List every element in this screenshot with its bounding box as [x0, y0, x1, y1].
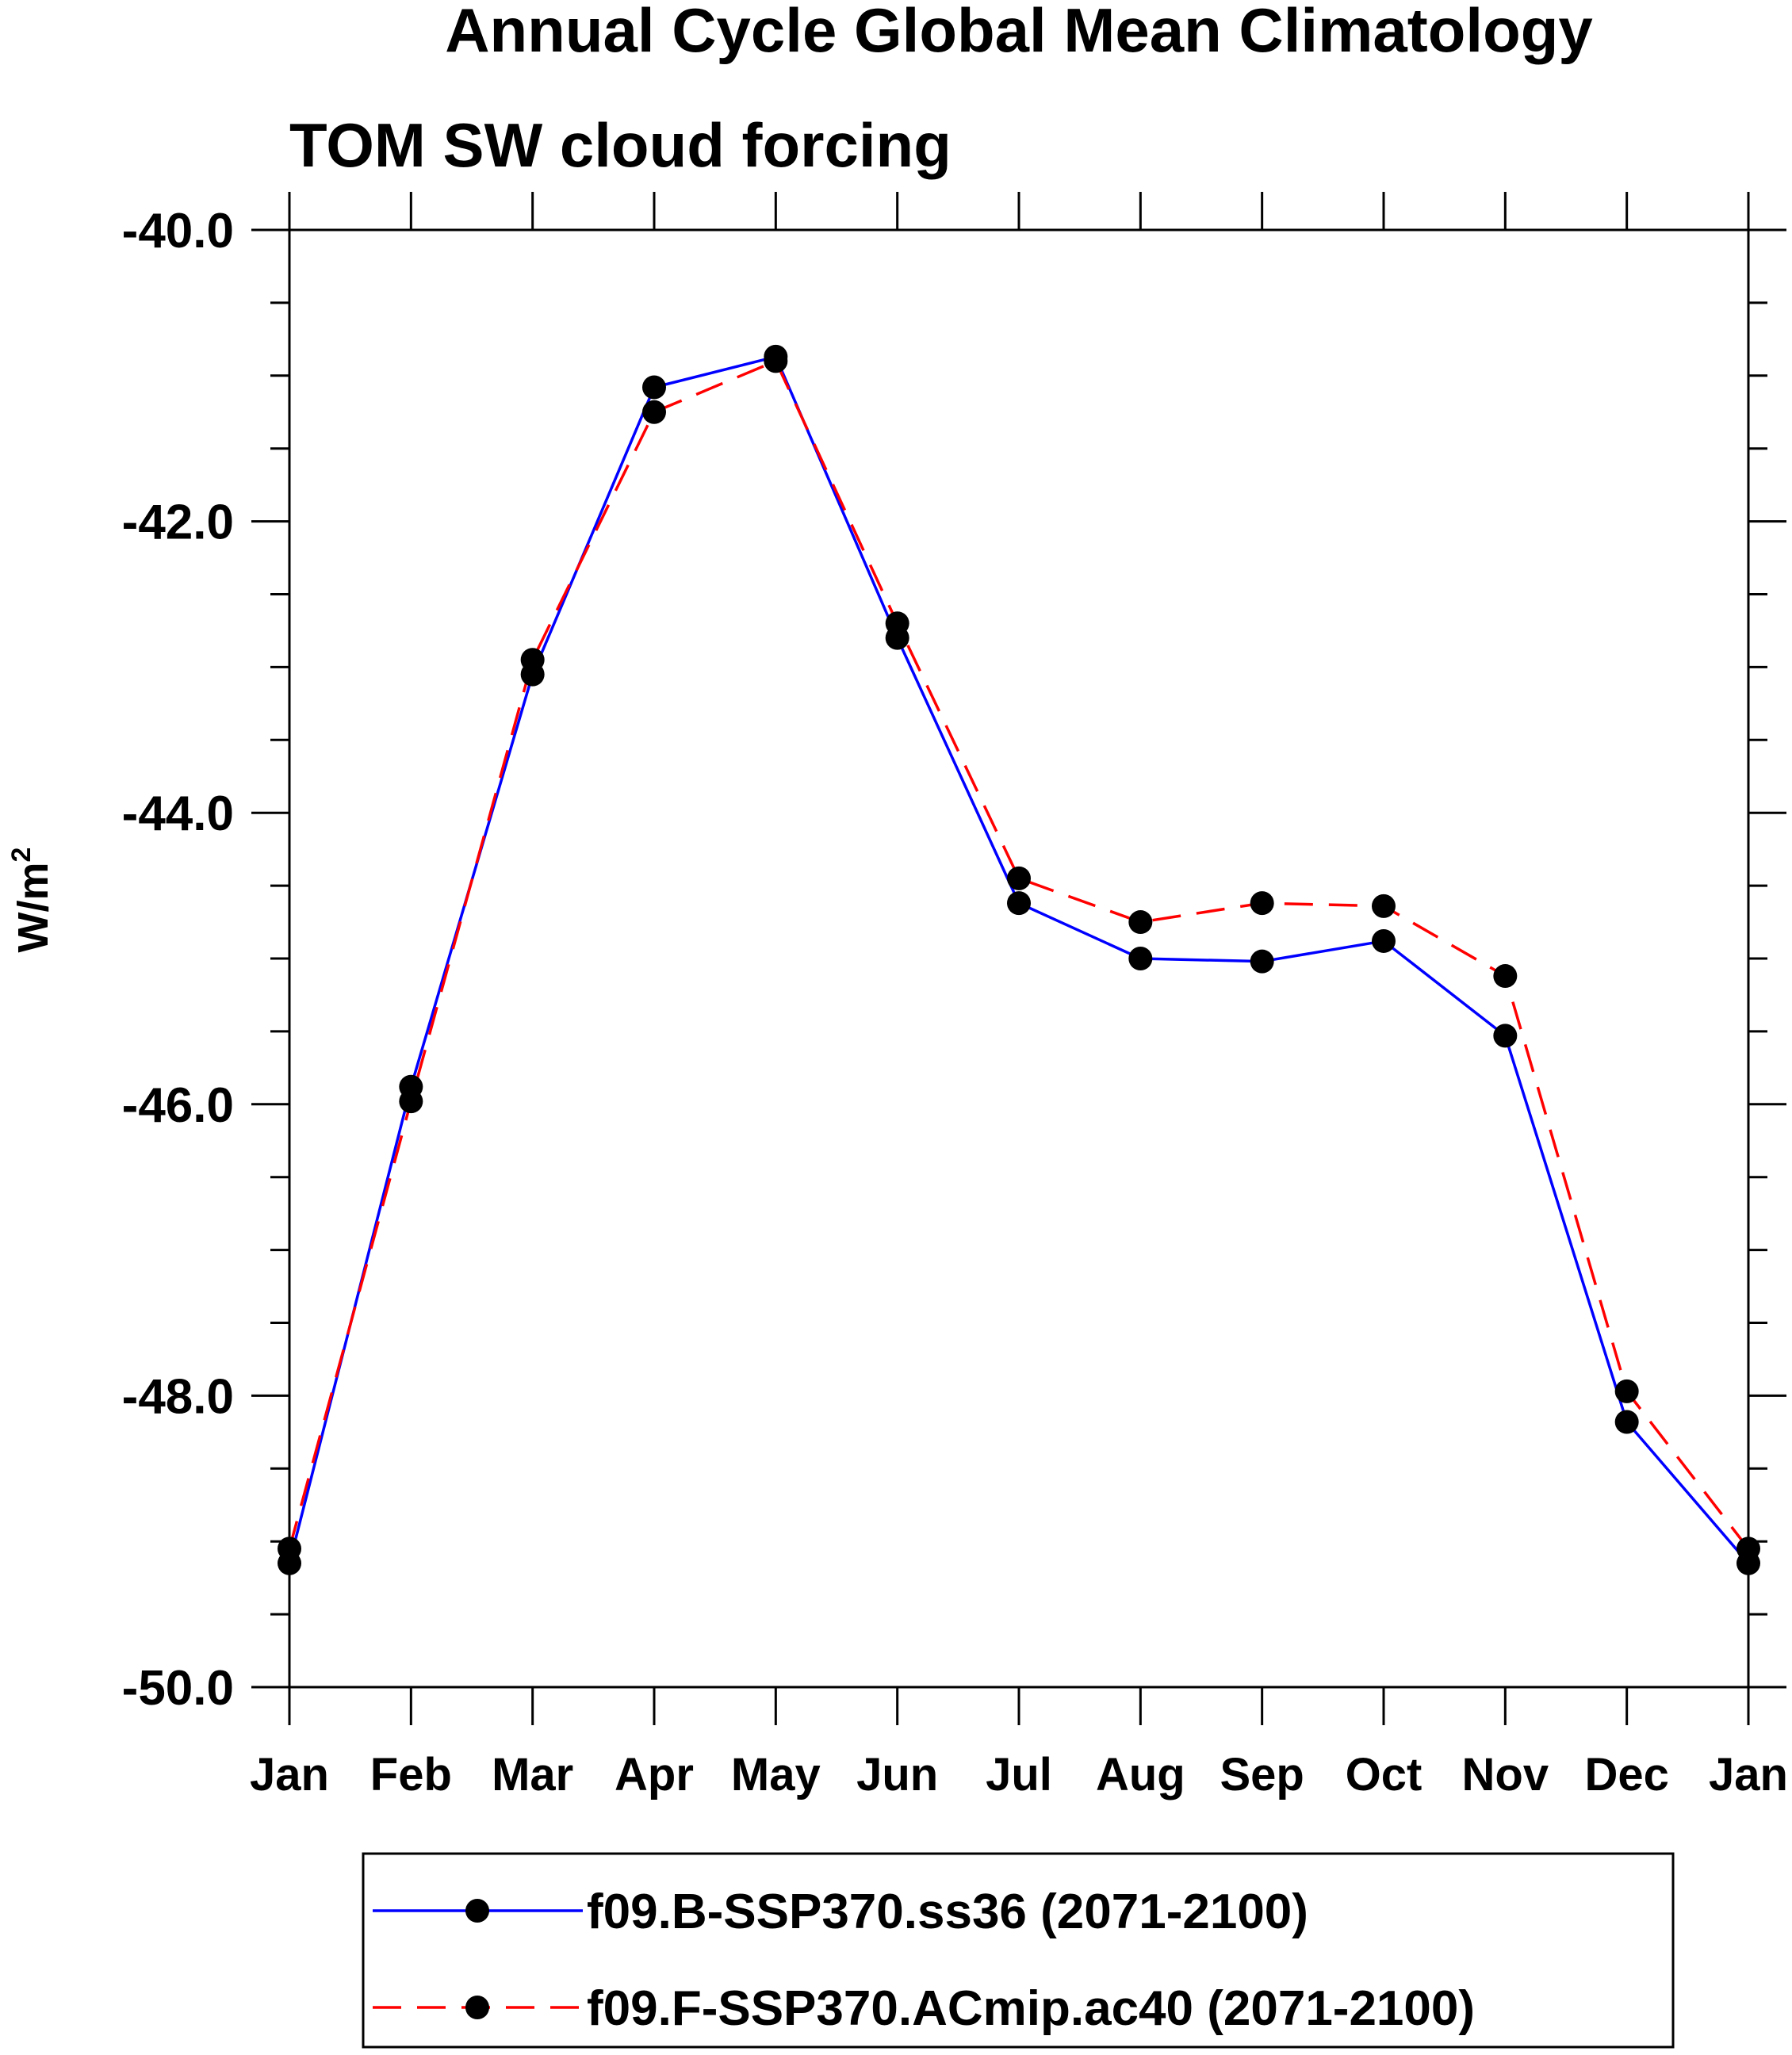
- data-point: [1128, 910, 1153, 935]
- x-tick-label: Feb: [370, 1749, 452, 1801]
- x-tick-label: Oct: [1346, 1749, 1422, 1801]
- legend-box: [362, 1852, 1675, 2049]
- data-point: [1007, 866, 1031, 890]
- y-tick-label: -46.0: [122, 1078, 234, 1133]
- legend-marker-1: [465, 1899, 489, 1923]
- data-point: [1493, 964, 1518, 989]
- y-axis-label-text: W/m: [10, 862, 57, 952]
- data-point: [1007, 891, 1031, 916]
- legend-label-2: f09.F-SSP370.ACmip.ac40 (2071-2100): [587, 1981, 1475, 2036]
- legend: f09.B-SSP370.ss36 (2071-2100) f09.F-SSP37…: [362, 1852, 1675, 2049]
- data-point: [399, 1089, 423, 1114]
- data-point: [1372, 894, 1396, 918]
- y-axis: -50.0 -48.0 -46.0 -44.0 -42.0 -40.0: [122, 204, 1786, 1716]
- series-1-markers: [278, 344, 1760, 1575]
- data-point: [1614, 1410, 1639, 1434]
- y-tick-label: -50.0: [122, 1661, 234, 1716]
- y-tick-label: -44.0: [122, 786, 234, 841]
- data-point: [1250, 949, 1274, 974]
- data-point: [642, 400, 666, 424]
- data-point: [885, 611, 909, 636]
- data-point: [1736, 1536, 1760, 1561]
- legend-marker-2: [465, 1996, 489, 2019]
- plot-frame: [288, 228, 1750, 1689]
- x-tick-label: Nov: [1462, 1749, 1549, 1801]
- data-point: [278, 1536, 301, 1561]
- y-tick-label: -48.0: [122, 1369, 234, 1424]
- svg-text:W/m2: W/m2: [6, 848, 57, 953]
- x-tick-label: May: [731, 1749, 821, 1801]
- series-line: [288, 355, 1750, 1564]
- series-1: [288, 355, 1750, 1564]
- chart-title: Annual Cycle Global Mean Climatology: [445, 0, 1593, 65]
- series-2-markers: [278, 349, 1760, 1561]
- y-tick-label: -42.0: [122, 496, 234, 550]
- series-layer: [278, 344, 1760, 1575]
- x-tick-label: Jun: [856, 1749, 938, 1801]
- x-tick-label: Aug: [1096, 1749, 1185, 1801]
- data-point: [1128, 947, 1153, 970]
- chart-subtitle: TOM SW cloud forcing: [289, 110, 952, 180]
- x-tick-label: Jan: [1709, 1749, 1788, 1801]
- data-point: [1493, 1024, 1518, 1048]
- data-point: [1614, 1379, 1639, 1403]
- data-point: [642, 375, 666, 400]
- plot-border: [288, 228, 1750, 1689]
- x-tick-label: Dec: [1584, 1749, 1668, 1801]
- data-point: [1372, 928, 1396, 953]
- y-tick-label: -40.0: [122, 204, 234, 258]
- x-tick-label: Jul: [986, 1749, 1052, 1801]
- y-axis-label-superscript: 2: [6, 848, 36, 863]
- data-point: [520, 648, 545, 672]
- series-line: [288, 359, 1750, 1550]
- x-axis: Jan Feb Mar Apr May Jun Jul Aug Sep Oct Nov Dec Jan: [250, 192, 1788, 1801]
- x-tick-label: Sep: [1220, 1749, 1304, 1801]
- x-tick-label: Apr: [615, 1749, 694, 1801]
- x-tick-label: Jan: [250, 1749, 329, 1801]
- data-point: [764, 349, 788, 373]
- legend-label-1: f09.B-SSP370.ss36 (2071-2100): [587, 1885, 1308, 1939]
- series-2: [288, 359, 1750, 1550]
- data-point: [1250, 891, 1274, 916]
- y-axis-label: W/m2: [6, 848, 57, 953]
- x-tick-label: Mar: [492, 1749, 573, 1801]
